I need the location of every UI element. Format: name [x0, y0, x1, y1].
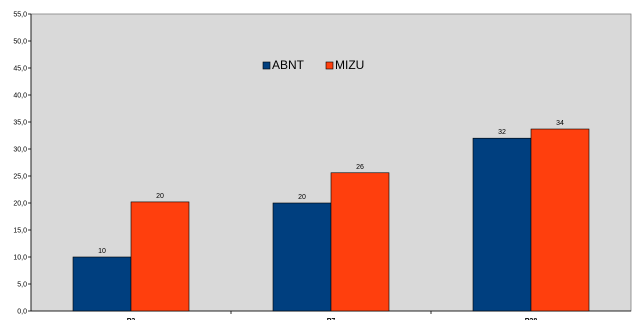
bar-abnt-p28: [472, 137, 532, 312]
x-tick-label: P28: [525, 318, 538, 320]
legend-swatch-abnt: [262, 61, 271, 70]
bar-abnt-p3: [72, 256, 132, 312]
x-tick-label: P3: [127, 318, 136, 320]
y-tick-label: 10,0: [13, 255, 27, 262]
bar-mizu-p3: [130, 201, 190, 312]
y-tick-label: 15,0: [13, 228, 27, 235]
data-label: 10: [98, 248, 106, 255]
y-tick-label: 50,0: [13, 39, 27, 46]
legend-swatch-mizu: [325, 61, 334, 70]
bar-mizu-p7: [330, 172, 390, 312]
y-tick-label: 45,0: [13, 66, 27, 73]
y-tick-label: 30,0: [13, 147, 27, 154]
y-tick-label: 20,0: [13, 201, 27, 208]
y-tick-label: 40,0: [13, 93, 27, 100]
legend-label-mizu: MIZU: [335, 58, 364, 72]
bar-mizu-p28: [530, 128, 590, 312]
data-label: 26: [356, 164, 364, 171]
y-tick-label: 35,0: [13, 120, 27, 127]
x-tick-label: P7: [327, 318, 336, 320]
bar-abnt-p7: [272, 202, 332, 312]
legend-label-abnt: ABNT: [272, 58, 305, 72]
data-label: 20: [298, 194, 306, 201]
data-label: 34: [556, 120, 564, 127]
data-label: 32: [498, 129, 506, 136]
y-tick-label: 55,0: [13, 12, 27, 19]
y-tick-label: 25,0: [13, 174, 27, 181]
data-label: 20: [156, 193, 164, 200]
y-tick-label: 5,0: [17, 282, 27, 289]
y-tick-label: 0,0: [17, 309, 27, 316]
